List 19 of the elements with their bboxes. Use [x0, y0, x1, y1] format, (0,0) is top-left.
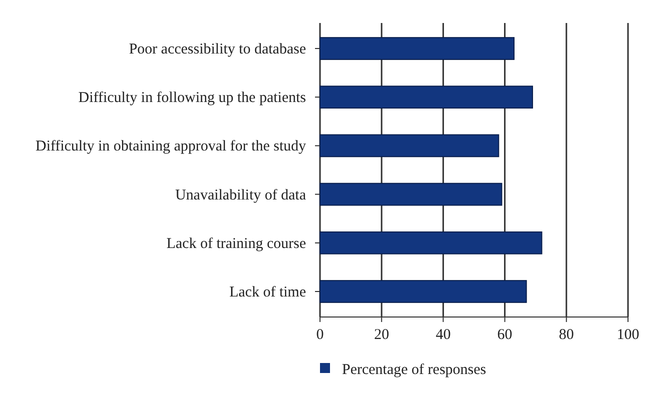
- x-tick-label: 40: [436, 327, 451, 343]
- x-tick-label: 80: [558, 327, 574, 343]
- x-tick-label: 20: [374, 327, 390, 343]
- y-tick-label: Lack of training course: [166, 236, 306, 252]
- bar: [320, 182, 502, 206]
- y-tick-label: Poor accessibility to database: [128, 42, 306, 58]
- legend-label: Percentage of responses: [342, 362, 486, 378]
- bar: [320, 280, 527, 303]
- bar: [320, 134, 500, 158]
- x-tick-label: 100: [616, 327, 640, 343]
- y-tick-label: Lack of time: [229, 284, 306, 300]
- y-tick-label: Unavailability of data: [175, 187, 306, 204]
- bar: [320, 86, 534, 109]
- bar: [320, 231, 542, 254]
- y-tick-label: Difficulty in following up the patients: [78, 90, 306, 106]
- y-tick-label: Difficulty in obtaining approval for the study: [35, 138, 306, 155]
- x-tick-label: 0: [316, 327, 324, 343]
- bar: [320, 37, 515, 60]
- x-tick-label: 60: [497, 327, 512, 343]
